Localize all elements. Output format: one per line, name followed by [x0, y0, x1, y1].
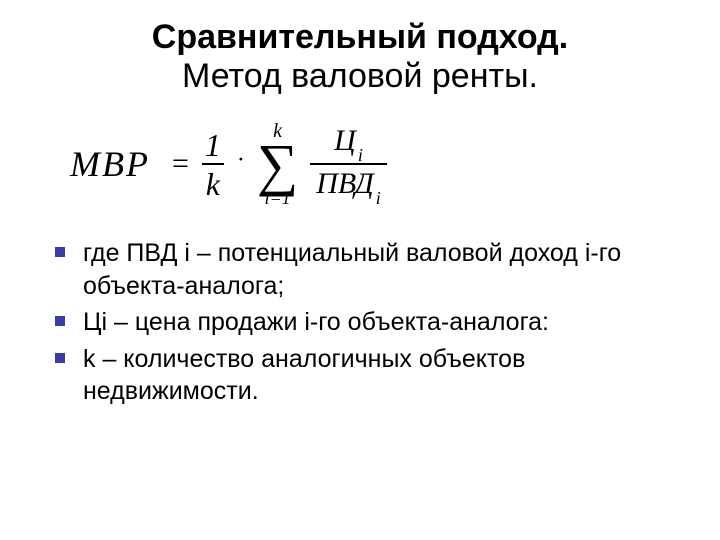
- frac2-num-sub: i: [358, 145, 363, 165]
- frac2-num: Цi: [328, 126, 369, 163]
- bullet-icon: [55, 316, 65, 326]
- bullet-icon: [55, 247, 65, 257]
- title-line-1: Сравнительный подход.: [35, 18, 685, 57]
- formula-equals: =: [172, 147, 189, 181]
- title-line-2: Метод валовой ренты.: [35, 57, 685, 96]
- formula-lhs: МВР: [70, 143, 150, 185]
- slide-title-block: Сравнительный подход. Метод валовой рент…: [35, 18, 685, 96]
- formula-sum: k ∑ i=1: [257, 121, 298, 207]
- formula-dot: ·: [237, 147, 245, 174]
- formula-frac-1: 1 k: [201, 129, 225, 200]
- bullet-list: где ПВД i – потенциальный валовой доход …: [35, 237, 685, 408]
- frac2-den-base: ПВД: [316, 167, 373, 200]
- list-item: где ПВД i – потенциальный валовой доход …: [55, 237, 685, 302]
- formula-frac-2: Цi ПВДi: [310, 126, 387, 203]
- frac1-den: k: [202, 163, 224, 200]
- formula-block: МВР = 1 k · k ∑ i=1 Цi ПВДi: [70, 121, 650, 207]
- list-item: k – количество аналогичных объектов недв…: [55, 343, 685, 408]
- list-item: Цi – цена продажи i-го объекта-аналога:: [55, 306, 685, 339]
- frac2-num-base: Ц: [334, 124, 356, 157]
- bullet-text: где ПВД i – потенциальный валовой доход …: [83, 237, 685, 302]
- bullet-icon: [55, 353, 65, 363]
- bullet-text: Цi – цена продажи i-го объекта-аналога:: [83, 306, 549, 339]
- bullet-text: k – количество аналогичных объектов недв…: [83, 343, 685, 408]
- frac2-den: ПВДi: [310, 163, 387, 203]
- frac1-num: 1: [201, 129, 225, 163]
- frac2-den-sub: i: [376, 188, 381, 208]
- sum-lower: i=1: [264, 189, 290, 207]
- sum-sigma: ∑: [257, 139, 298, 191]
